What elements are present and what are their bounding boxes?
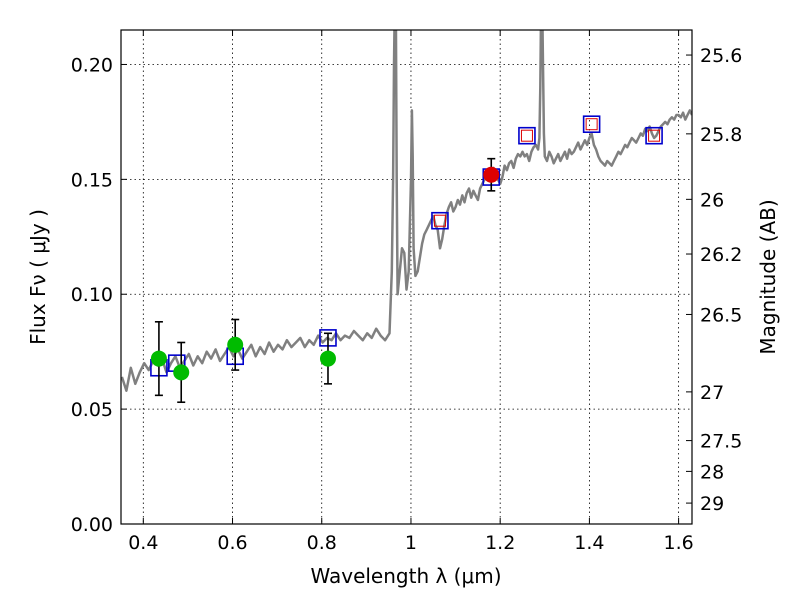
model-blue-square — [518, 126, 536, 145]
y-axis-label: Flux Fν ( μJy ) — [26, 209, 50, 345]
model-blue-square — [431, 211, 449, 230]
model-red-square — [648, 129, 661, 142]
y2-tick-label: 26.2 — [700, 244, 742, 266]
model-blue-square — [582, 115, 601, 134]
x-tick-label: 1 — [405, 532, 417, 554]
axes: 0.4 0.6 0.8 1 1.2 1.4 1.6 0.00 0.05 0.10 0.15 0.20 2… — [71, 30, 742, 554]
observed-point — [319, 350, 336, 367]
sed-model-line — [121, 30, 692, 392]
y2-tick-label: 27.5 — [700, 431, 742, 453]
detection-point — [483, 166, 500, 183]
y-tick-label: 0.15 — [71, 169, 113, 191]
y-tick-label: 0.10 — [71, 284, 113, 306]
model-blue-square — [645, 126, 663, 145]
model-red-square — [520, 129, 533, 142]
observed-point — [150, 350, 167, 367]
x-tick-label: 0.6 — [217, 532, 247, 554]
y-tick-label: 0.05 — [71, 399, 113, 421]
y2-tick-label: 27 — [700, 382, 724, 404]
y2-tick-label: 29 — [700, 493, 724, 515]
plot-content — [121, 30, 692, 404]
x-tick-label: 1.4 — [574, 532, 604, 554]
y2-tick-label: 25.8 — [700, 124, 742, 146]
x-tick-label: 0.8 — [307, 532, 337, 554]
x-tick-label: 1.2 — [485, 532, 515, 554]
x-tick-label: 1.6 — [664, 532, 694, 554]
y2-tick-label: 25.6 — [700, 45, 742, 67]
y2-tick-label: 26 — [700, 189, 724, 211]
x-axis-label: Wavelength λ (μm) — [310, 564, 501, 588]
observed-point — [227, 336, 244, 353]
y-tick-label: 0.00 — [71, 514, 113, 536]
y-tick-label: 0.20 — [71, 54, 113, 76]
plot-area — [121, 30, 692, 404]
x-tick-label: 0.4 — [128, 532, 158, 554]
observed-point — [173, 364, 190, 381]
y2-axis-label: Magnitude (AB) — [756, 199, 780, 354]
model-red-square — [433, 214, 446, 227]
model-red-square — [585, 118, 598, 131]
y2-tick-label: 28 — [700, 461, 724, 483]
plot-frame — [120, 29, 693, 525]
y2-tick-label: 26.5 — [700, 304, 742, 326]
